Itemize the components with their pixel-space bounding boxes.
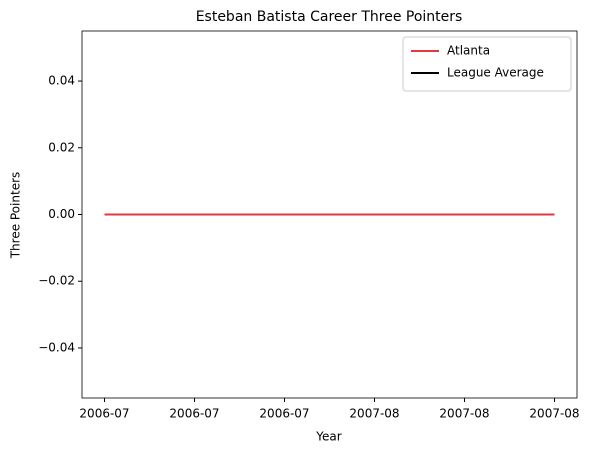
legend: Atlanta League Average — [402, 36, 572, 92]
y-tick-label: 0.02 — [48, 140, 75, 154]
x-tick-label: 2007-08 — [439, 407, 489, 421]
chart-title: Esteban Batista Career Three Pointers — [196, 9, 463, 25]
x-tick-label: 2006-07 — [169, 407, 219, 421]
y-tick-label: −0.02 — [38, 274, 75, 288]
x-tick-label: 2006-07 — [79, 407, 129, 421]
x-tick-label: 2007-08 — [349, 407, 399, 421]
y-tick-label: −0.04 — [38, 340, 75, 354]
x-tick-label: 2006-07 — [259, 407, 309, 421]
plot-frame — [81, 30, 578, 399]
legend-label: League Average — [447, 66, 544, 80]
legend-box — [402, 36, 572, 92]
y-tick-label: 0.04 — [48, 74, 75, 88]
x-tick-label: 2007-08 — [529, 407, 579, 421]
y-axis-label: Three Pointers — [9, 172, 23, 260]
y-tick-label: 0.00 — [48, 207, 75, 221]
legend-label: Atlanta — [447, 44, 490, 58]
x-axis-label: Year — [315, 430, 341, 444]
